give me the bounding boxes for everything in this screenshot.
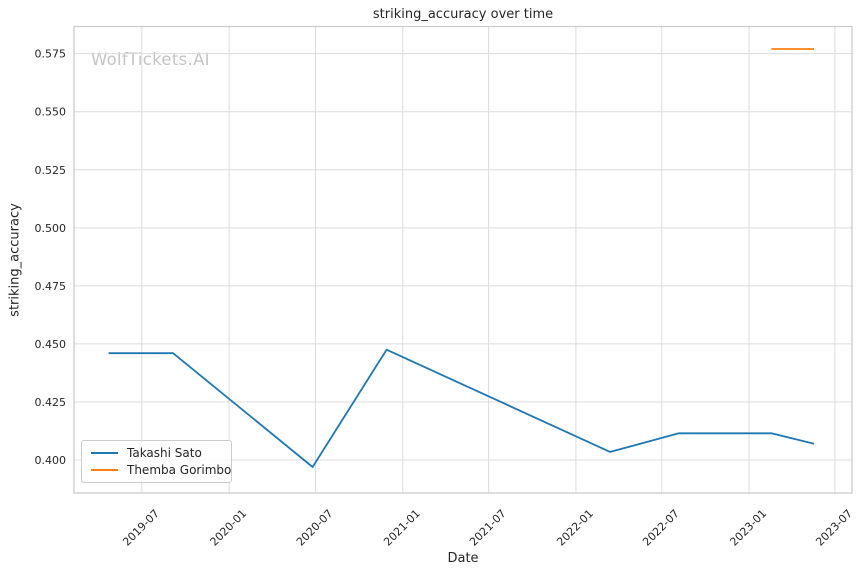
legend-item-takashi-sato: Takashi Sato: [91, 446, 222, 460]
legend-line-sample: [91, 452, 118, 454]
x-tick-label: 2022-01: [554, 507, 596, 549]
series-line-takashi-sato: [108, 348, 815, 468]
y-tick-label: 0.450: [35, 338, 67, 351]
legend-label: Takashi Sato: [127, 446, 202, 460]
x-tick-label: 2020-01: [208, 507, 250, 549]
y-tick-label: 0.500: [35, 222, 67, 235]
legend-label: Themba Gorimbo: [127, 463, 232, 477]
chart-title: striking_accuracy over time: [372, 7, 554, 22]
x-tick-label: 2019-07: [120, 507, 162, 549]
x-axis-label: Date: [447, 551, 479, 566]
y-tick-label: 0.575: [35, 48, 67, 61]
x-tick-label: 2023-07: [813, 507, 855, 549]
x-tick-label: 2021-01: [381, 507, 423, 549]
y-tick-label: 0.550: [35, 106, 67, 119]
x-tick-label: 2021-07: [467, 507, 509, 549]
plot-border: [73, 25, 853, 494]
legend: Takashi Sato Themba Gorimbo: [81, 440, 232, 483]
x-tick-label: 2020-07: [294, 507, 336, 549]
legend-item-themba-gorimbo: Themba Gorimbo: [91, 463, 231, 477]
y-tick-label: 0.425: [35, 396, 67, 409]
y-tick-label: 0.525: [35, 164, 67, 177]
y-tick-label: 0.400: [35, 454, 67, 467]
legend-line-sample: [91, 469, 118, 471]
watermark: WolfTickets.AI: [91, 50, 210, 69]
x-tick-label: 2023-01: [727, 507, 769, 549]
y-tick-label: 0.475: [35, 280, 67, 293]
x-tick-label: 2022-07: [640, 507, 682, 549]
